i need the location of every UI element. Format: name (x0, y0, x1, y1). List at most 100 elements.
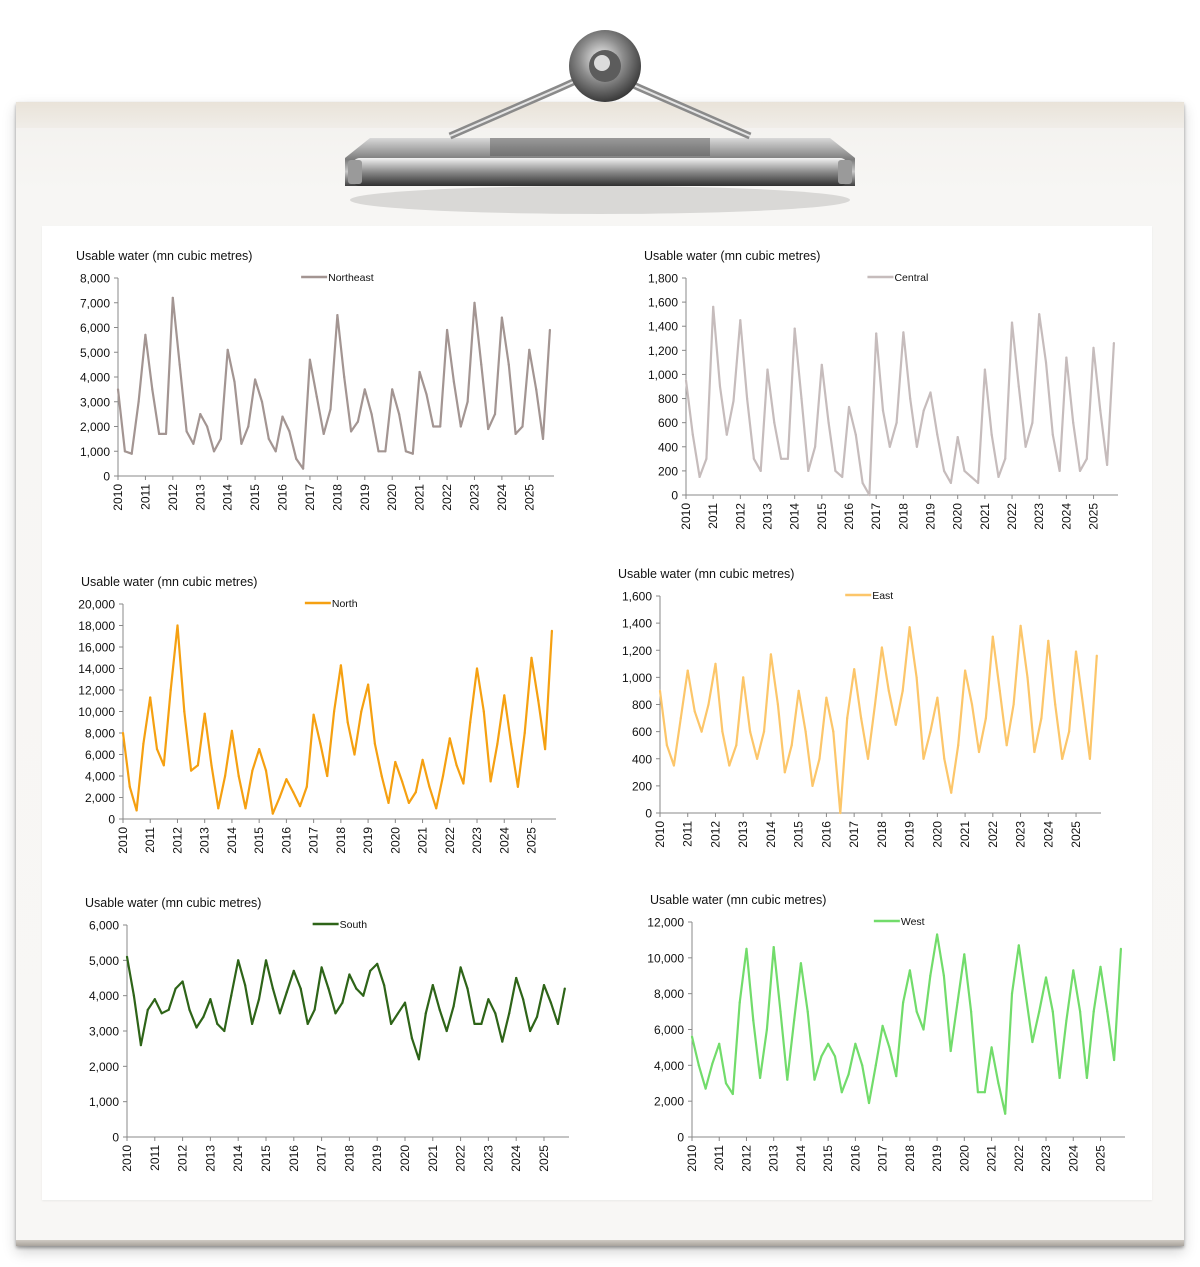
data-point (348, 973, 351, 976)
data-point (1031, 421, 1034, 424)
data-point (840, 1091, 843, 1094)
data-point (160, 1012, 163, 1015)
x-tick-label: 2019 (930, 1145, 944, 1172)
x-tick-label: 2010 (120, 1145, 134, 1172)
data-point (421, 758, 424, 761)
data-point (353, 753, 356, 756)
data-point (438, 1008, 441, 1011)
data-point (501, 1040, 504, 1043)
x-tick-label: 2011 (148, 1145, 162, 1171)
data-point (1113, 1058, 1116, 1062)
x-tick-label: 2022 (454, 1145, 468, 1172)
x-tick-label: 2020 (951, 503, 965, 530)
y-tick-label: 8,000 (654, 987, 684, 1001)
data-point (847, 405, 851, 409)
data-point (814, 445, 817, 448)
y-tick-label: 6,000 (80, 321, 110, 335)
data-point (827, 421, 830, 424)
x-tick-label: 2023 (1014, 821, 1028, 848)
data-point (799, 962, 802, 965)
data-point (936, 433, 939, 436)
x-tick-label: 2014 (788, 503, 802, 530)
y-tick-label: 0 (645, 807, 652, 821)
data-point (1010, 321, 1014, 324)
data-point (431, 984, 434, 987)
data-point (439, 425, 442, 428)
data-point (356, 420, 359, 423)
y-axis-label: Usable water (mn cubic metres) (85, 896, 261, 910)
data-point (240, 442, 243, 445)
data-point (482, 710, 485, 713)
y-tick-label: 1,200 (622, 644, 652, 658)
data-point (1051, 433, 1054, 436)
data-point (833, 1055, 837, 1058)
data-point (285, 991, 288, 994)
data-point (705, 457, 708, 460)
data-point (936, 696, 939, 699)
data-point (130, 452, 133, 455)
y-tick-label: 5,000 (80, 346, 110, 360)
data-point (984, 717, 987, 720)
data-point (523, 731, 526, 735)
y-tick-label: 20,000 (78, 598, 115, 612)
data-point (529, 1029, 532, 1033)
x-tick-label: 2010 (116, 827, 130, 854)
data-point (976, 1091, 979, 1094)
data-point (264, 959, 268, 962)
y-tick-label: 4,000 (654, 1059, 684, 1073)
data-point (535, 388, 538, 391)
data-point (1088, 757, 1091, 760)
data-point (298, 805, 302, 808)
data-point (367, 683, 370, 686)
data-point (956, 436, 959, 439)
data-point (494, 1012, 497, 1015)
x-tick-label: 2022 (443, 827, 457, 854)
data-point (522, 998, 525, 1001)
x-tick-label: 2025 (537, 1145, 551, 1172)
data-point (807, 469, 810, 472)
data-point (469, 721, 472, 724)
data-point (281, 415, 284, 418)
data-point (866, 757, 870, 760)
data-point (503, 694, 506, 697)
data-point (445, 1029, 448, 1033)
data-point (832, 730, 835, 733)
data-point (212, 450, 216, 453)
data-point (360, 710, 363, 713)
data-point (970, 1010, 973, 1013)
data-point (1004, 457, 1007, 460)
data-point (1044, 976, 1048, 979)
y-tick-label: 0 (671, 489, 678, 503)
data-point (772, 946, 775, 949)
data-point (1040, 717, 1043, 720)
data-point (162, 764, 165, 767)
data-point (1072, 969, 1075, 972)
x-tick-label: 2024 (495, 484, 509, 511)
y-tick-label: 800 (658, 392, 678, 406)
data-point (1012, 703, 1015, 706)
y-tick-label: 3,000 (89, 1025, 119, 1039)
y-tick-label: 1,000 (80, 445, 110, 459)
data-point (292, 969, 295, 972)
data-point (1106, 463, 1109, 466)
data-point (875, 332, 878, 335)
y-tick-label: 0 (112, 1131, 119, 1145)
data-point (915, 676, 918, 679)
data-point (404, 450, 407, 453)
x-tick-label: 2014 (231, 1145, 245, 1172)
chart-north-svg: Usable water (mn cubic metres) North 0 2,00… (78, 575, 556, 854)
data-point (411, 452, 414, 455)
y-tick-label: 1,000 (89, 1095, 119, 1109)
y-tick-label: 6,000 (89, 919, 119, 933)
data-point (908, 969, 911, 972)
data-point (738, 1001, 741, 1004)
data-point (860, 717, 863, 720)
chart-north: Usable water (mn cubic metres) North 0 2,00… (62, 571, 582, 861)
x-tick-label: 2024 (1066, 1145, 1080, 1172)
data-point (369, 969, 372, 972)
data-point (396, 1012, 400, 1015)
data-point (299, 987, 302, 990)
data-point (230, 729, 233, 732)
data-point (336, 314, 339, 317)
data-point (417, 1058, 420, 1061)
